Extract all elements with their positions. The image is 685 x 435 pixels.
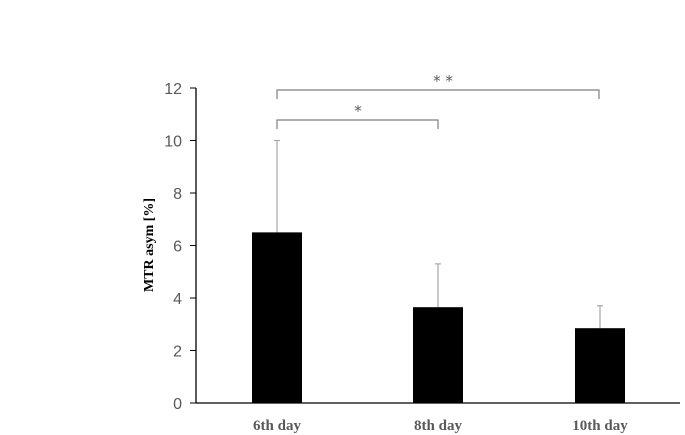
- y-tick-label: 2: [173, 344, 182, 361]
- y-tick-label: 4: [173, 291, 182, 308]
- x-category-label: 8th day: [414, 418, 462, 434]
- y-tick-label: 8: [173, 186, 182, 203]
- y-axis-label: MTR asym [%]: [142, 198, 157, 292]
- y-tick-label: 6: [173, 239, 182, 256]
- bars: 6th day 8th day 10th day: [252, 139, 628, 434]
- bar-8th-day: [413, 307, 463, 403]
- significance-marker: *: [354, 102, 362, 120]
- y-ticks: 0 2 4 6 8 10 12: [164, 81, 196, 413]
- significance-marker: * *: [433, 72, 453, 90]
- significance-bracket: [276, 119, 439, 129]
- y-tick-label: 12: [164, 81, 182, 98]
- y-tick-label: 0: [173, 396, 182, 413]
- x-category-label: 10th day: [572, 418, 628, 434]
- significance-brackets: * * *: [276, 72, 600, 129]
- bar-10th-day: [575, 328, 625, 403]
- significance-bracket: [276, 89, 600, 99]
- y-tick-label: 10: [164, 134, 182, 151]
- bar-6th-day: [252, 232, 302, 403]
- x-category-label: 6th day: [253, 418, 301, 434]
